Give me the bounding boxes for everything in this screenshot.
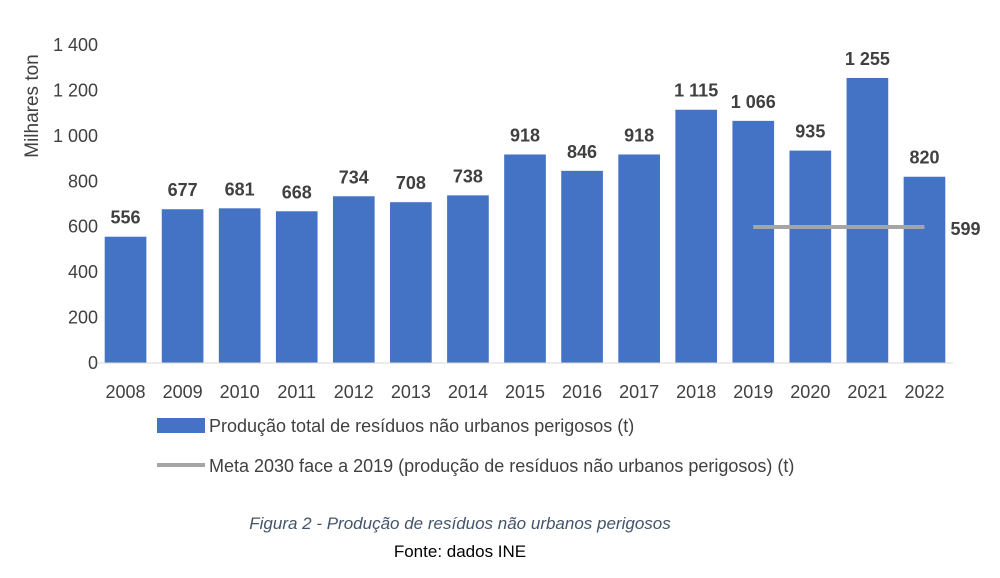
bar-value-label: 734: [339, 167, 369, 187]
x-tick-label: 2010: [220, 382, 260, 402]
bar-value-label: 1 255: [845, 49, 890, 69]
bar-value-label: 681: [225, 179, 255, 199]
bar-2016: [561, 170, 603, 363]
y-tick-label: 800: [68, 171, 98, 191]
y-tick-label: 200: [68, 308, 98, 328]
bar-value-label: 1 066: [731, 92, 776, 112]
x-tick-label: 2013: [391, 382, 431, 402]
bar-2014: [447, 195, 489, 363]
bar-2009: [161, 209, 204, 363]
bar-2022: [903, 176, 946, 363]
x-tick-label: 2012: [334, 382, 374, 402]
bar-value-label: 738: [453, 166, 483, 186]
x-axis: 2008 2009 2010 2011 2012 2013 2014 2015 2016 2017…: [97, 362, 953, 402]
y-tick-label: 400: [68, 262, 98, 282]
x-tick-label: 2014: [448, 382, 488, 402]
bar-value-label: 1 115: [674, 81, 718, 101]
y-tick-label: 600: [68, 217, 98, 237]
x-tick-label: 2016: [562, 382, 602, 402]
bar-2008: [104, 236, 147, 363]
bar-2011: [275, 211, 318, 363]
x-tick-label: 2015: [505, 382, 545, 402]
legend: Produção total de resíduos não urbanos p…: [157, 416, 794, 476]
x-tick-label: 2021: [847, 382, 887, 402]
x-tick-label: 2017: [619, 382, 659, 402]
legend-label-bars: Produção total de resíduos não urbanos p…: [209, 416, 634, 436]
bar-2021: [846, 77, 889, 363]
bar-2017: [618, 154, 660, 363]
target-value-label: 599: [950, 219, 980, 239]
y-axis-title: Milhares ton: [22, 54, 43, 158]
bar-value-label: 556: [111, 208, 141, 228]
x-tick-label: 2020: [790, 382, 830, 402]
x-tick-label: 2008: [106, 382, 146, 402]
bar-value-label: 935: [795, 122, 825, 142]
bar-value-label: 820: [909, 148, 939, 168]
x-tick-label: 2022: [904, 382, 944, 402]
bar-2019: [732, 120, 775, 363]
y-tick-label: 1 200: [53, 80, 98, 100]
bar-series: 556 677 681 668 734 708 738 918 846 918 1 115 1 066…: [104, 49, 946, 363]
bar-2015: [504, 154, 546, 363]
x-tick-label: 2011: [277, 382, 316, 402]
y-tick-label: 1 400: [53, 35, 98, 55]
x-tick-label: 2018: [676, 382, 716, 402]
bar-2018: [675, 109, 718, 363]
bar-value-label: 708: [396, 173, 426, 193]
bar-value-label: 918: [510, 125, 540, 145]
bar-value-label: 846: [567, 142, 597, 162]
legend-swatch-bars: [157, 418, 205, 433]
bar-2020: [789, 150, 832, 363]
y-axis: 0 200 400 600 800 1 000 1 200 1 400: [53, 35, 98, 373]
bar-value-label: 668: [282, 182, 312, 202]
y-tick-label: 0: [88, 353, 98, 373]
figure-source: Fonte: dados INE: [393, 542, 527, 561]
bar-value-label: 918: [624, 125, 654, 145]
x-tick-label: 2009: [163, 382, 203, 402]
bar-2010: [218, 208, 261, 363]
x-tick-label: 2019: [733, 382, 773, 402]
bar-chart: 0 200 400 600 800 1 000 1 200 1 400 556 677 681 66…: [22, 35, 981, 476]
bar-2012: [332, 196, 375, 363]
y-tick-label: 1 000: [53, 126, 98, 146]
target-series: 599: [753, 219, 981, 239]
bar-value-label: 677: [168, 180, 198, 200]
figure-caption: Figura 2 - Produção de resíduos não urba…: [249, 514, 671, 533]
legend-label-target: Meta 2030 face a 2019 (produção de resíd…: [209, 456, 794, 476]
bar-2013: [390, 202, 432, 363]
